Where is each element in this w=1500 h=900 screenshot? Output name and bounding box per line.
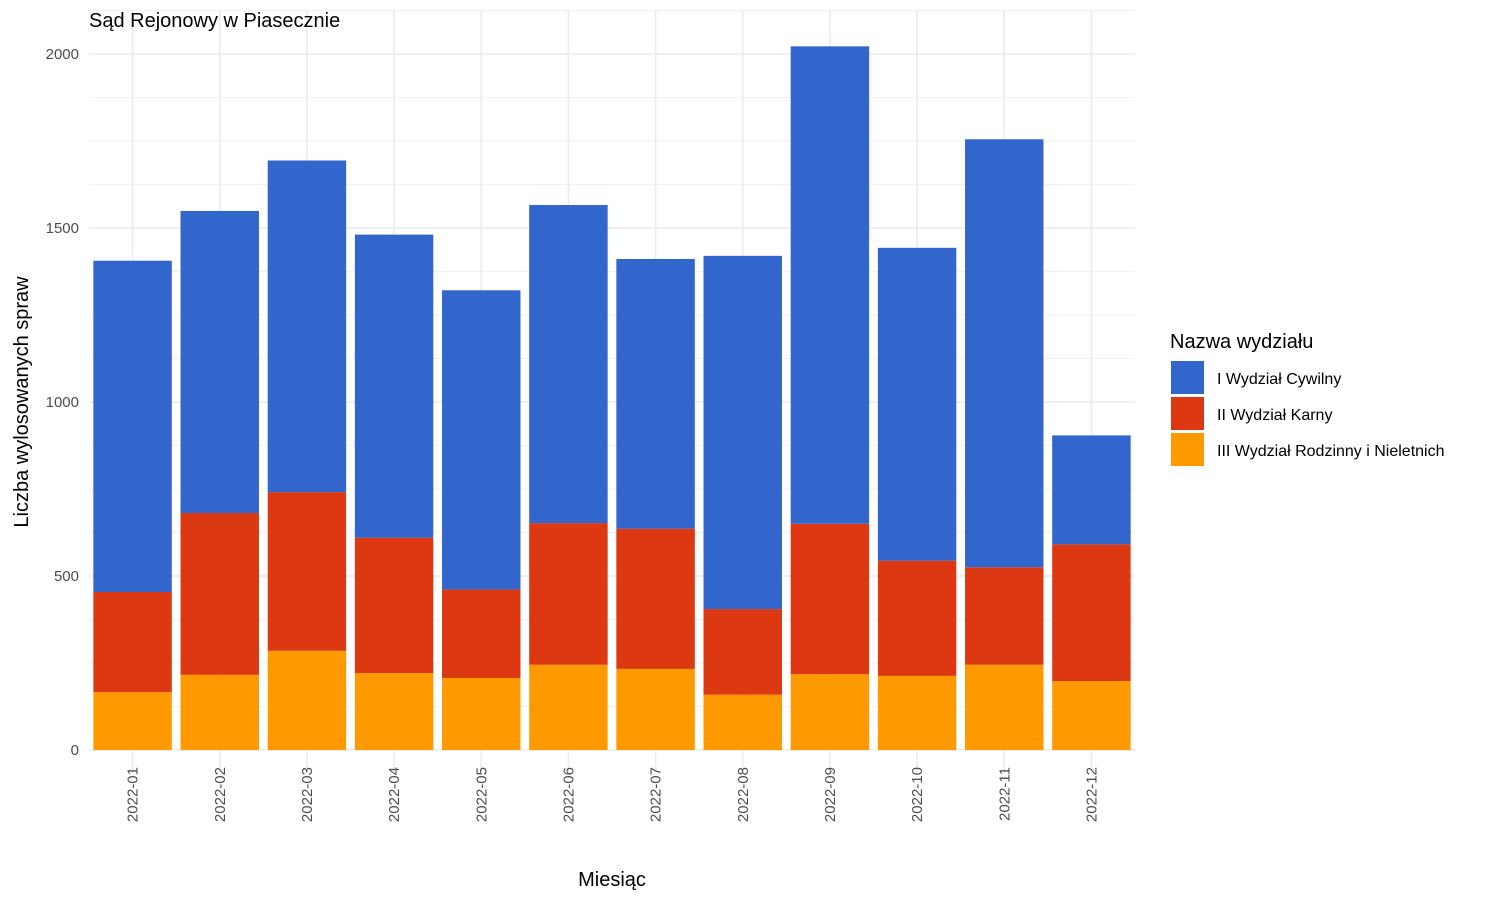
bar-2022-04-ii-wydzia-karny [354, 537, 434, 674]
y-tick-label: 500 [54, 568, 79, 585]
bar-2022-09-i-wydzia-cywilny [790, 46, 870, 524]
y-tick-labels: 0 500 1000 1500 2000 [46, 46, 79, 759]
x-tick-label: 2022-06 [560, 767, 577, 822]
bar-2022-04-i-wydzia-cywilny [354, 234, 434, 538]
bar-2022-03-i-wydzia-cywilny [267, 160, 347, 493]
x-tick-label: 2022-08 [735, 767, 752, 822]
x-tick-label: 2022-02 [212, 767, 229, 822]
x-tick-label: 2022-04 [386, 767, 403, 822]
bar-2022-12-ii-wydzia-karny [1052, 544, 1131, 682]
legend-label: II Wydział Karny [1217, 407, 1332, 424]
chart-title: Sąd Rejonowy w Piasecznie [89, 10, 340, 32]
bar-2022-07-ii-wydzia-karny [616, 528, 695, 669]
bar-2022-08-ii-wydzia-karny [703, 609, 782, 695]
legend-items: I Wydział Cywilny II Wydział Karny III Wyd… [1171, 361, 1445, 466]
bar-2022-02-iii-wydzia-rodzinny-i-nieletnich [180, 674, 259, 750]
bar-2022-12-iii-wydzia-rodzinny-i-nieletnich [1052, 681, 1131, 750]
bar-2022-02-ii-wydzia-karny [180, 513, 259, 675]
bar-2022-07-iii-wydzia-rodzinny-i-nieletnich [616, 668, 695, 750]
x-tick-label: 2022-07 [648, 767, 665, 822]
x-tick-label: 2022-11 [996, 767, 1013, 821]
y-axis-title: Liczba wylosowanych spraw [11, 276, 33, 528]
bar-2022-01-ii-wydzia-karny [93, 592, 172, 693]
bar-2022-11-iii-wydzia-rodzinny-i-nieletnich [965, 664, 1044, 750]
y-tick-label: 1500 [46, 220, 79, 237]
bars [93, 46, 1131, 750]
bar-2022-02-i-wydzia-cywilny [180, 210, 259, 514]
legend-swatch [1171, 397, 1204, 430]
legend-swatch [1171, 361, 1204, 394]
y-tick-label: 1000 [46, 394, 79, 411]
bar-2022-03-iii-wydzia-rodzinny-i-nieletnich [267, 650, 347, 750]
x-tick-label: 2022-05 [473, 767, 490, 822]
bar-2022-10-i-wydzia-cywilny [877, 247, 957, 561]
bar-2022-04-iii-wydzia-rodzinny-i-nieletnich [354, 673, 434, 750]
bar-2022-08-iii-wydzia-rodzinny-i-nieletnich [703, 694, 782, 750]
x-tick-label: 2022-03 [299, 767, 316, 822]
bar-2022-05-i-wydzia-cywilny [442, 290, 521, 590]
x-tick-label: 2022-09 [822, 767, 839, 822]
bar-2022-11-ii-wydzia-karny [965, 567, 1044, 665]
x-tick-label: 2022-10 [909, 767, 926, 822]
bar-2022-07-i-wydzia-cywilny [616, 258, 695, 529]
bar-2022-08-i-wydzia-cywilny [703, 255, 782, 610]
bar-2022-03-ii-wydzia-karny [267, 492, 347, 651]
y-tick-label: 0 [71, 742, 79, 759]
legend-item: I Wydział Cywilny [1171, 361, 1341, 394]
x-tick-label: 2022-01 [125, 767, 142, 822]
bar-2022-01-i-wydzia-cywilny [93, 260, 172, 593]
bar-2022-05-iii-wydzia-rodzinny-i-nieletnich [442, 677, 521, 750]
bar-2022-06-iii-wydzia-rodzinny-i-nieletnich [529, 664, 608, 750]
y-tick-label: 2000 [46, 46, 79, 63]
bar-2022-11-i-wydzia-cywilny [965, 139, 1044, 568]
legend-label: III Wydział Rodzinny i Nieletnich [1217, 443, 1445, 460]
x-tick-labels: 2022-01 2022-02 2022-03 2022-04 2022-05 2022-… [125, 767, 1101, 822]
legend: Nazwa wydziału I Wydział Cywilny II Wydzi… [1170, 331, 1445, 466]
bar-2022-10-iii-wydzia-rodzinny-i-nieletnich [877, 675, 957, 750]
bar-2022-05-ii-wydzia-karny [442, 589, 521, 678]
bar-2022-09-ii-wydzia-karny [790, 523, 870, 675]
x-axis-title: Miesiąc [578, 869, 646, 891]
x-tick-label: 2022-12 [1083, 767, 1100, 822]
legend-item: III Wydział Rodzinny i Nieletnich [1171, 433, 1445, 466]
bar-2022-12-i-wydzia-cywilny [1052, 435, 1131, 545]
legend-title: Nazwa wydziału [1170, 331, 1313, 353]
legend-swatch [1171, 433, 1204, 466]
bar-2022-01-iii-wydzia-rodzinny-i-nieletnich [93, 692, 172, 750]
bar-2022-09-iii-wydzia-rodzinny-i-nieletnich [790, 674, 870, 750]
legend-label: I Wydział Cywilny [1217, 371, 1341, 388]
bar-2022-06-ii-wydzia-karny [529, 523, 608, 665]
bar-2022-06-i-wydzia-cywilny [529, 205, 608, 524]
bar-2022-10-ii-wydzia-karny [877, 560, 957, 676]
legend-item: II Wydział Karny [1171, 397, 1332, 430]
